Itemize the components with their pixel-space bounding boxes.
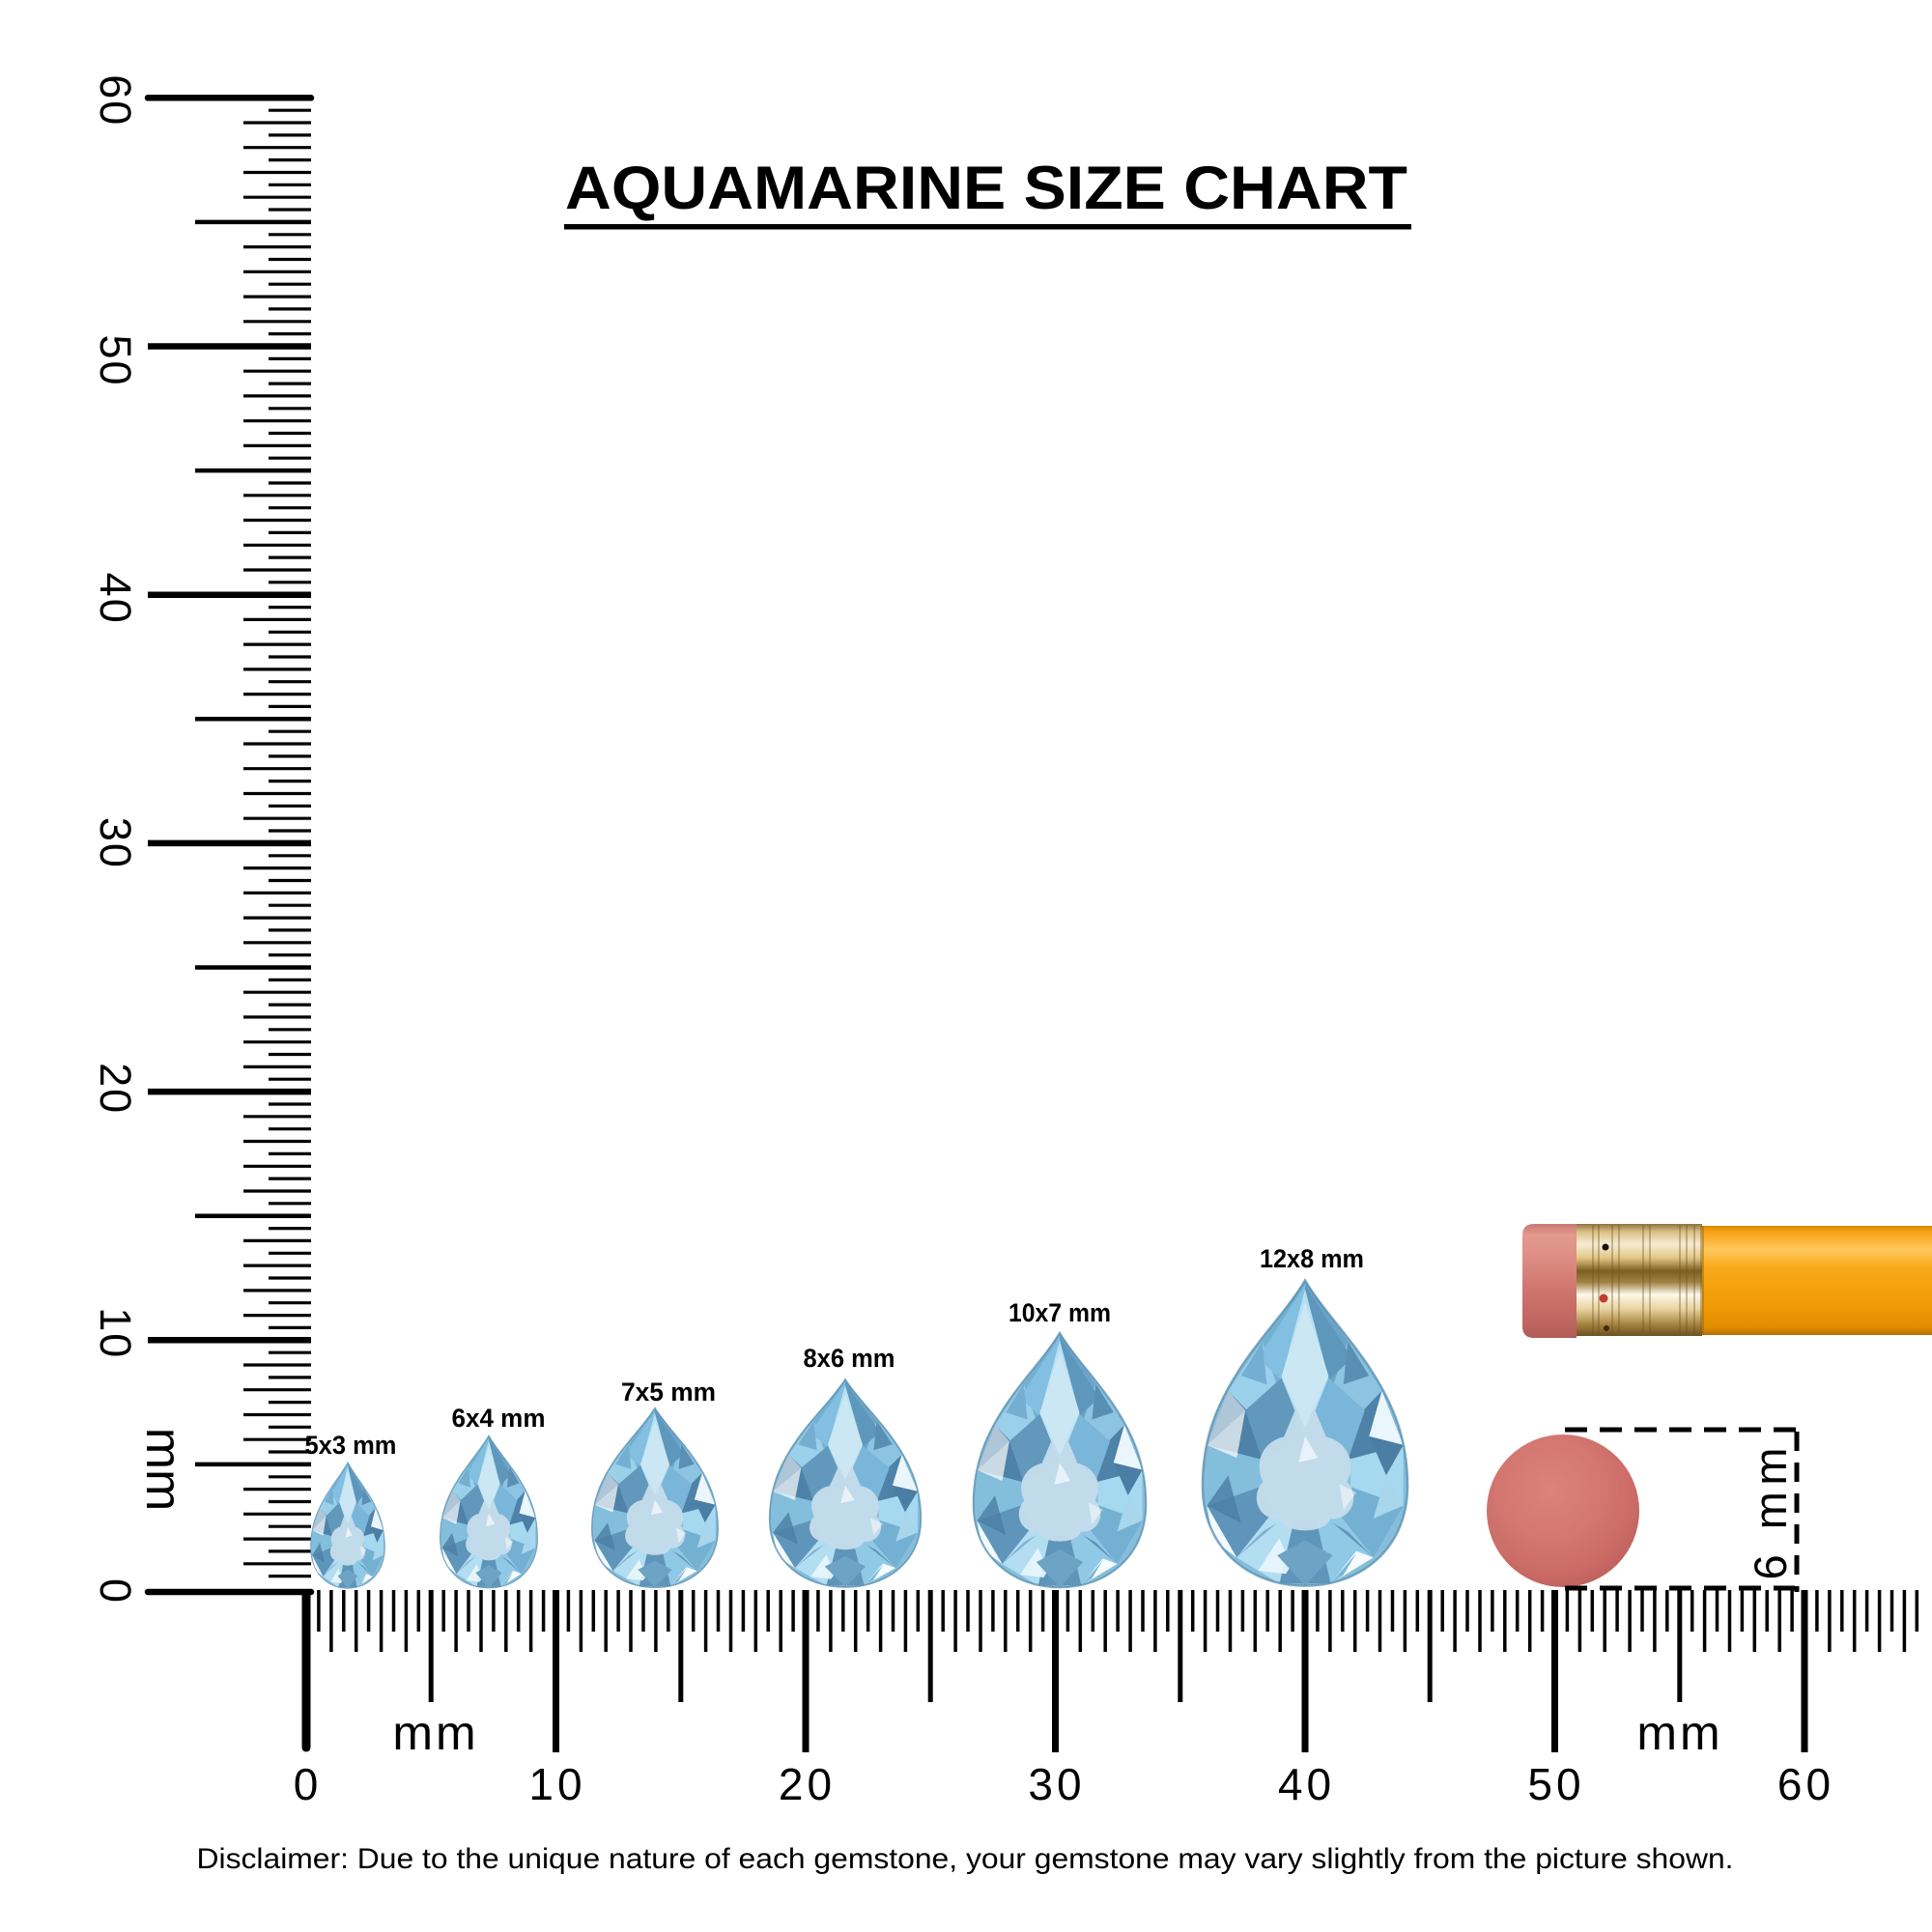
svg-text:50: 50 <box>1527 1759 1584 1809</box>
svg-text:50: 50 <box>91 334 140 386</box>
svg-text:10: 10 <box>91 1307 140 1359</box>
svg-text:20: 20 <box>91 1063 140 1115</box>
svg-text:12x8 mm: 12x8 mm <box>1260 1244 1364 1273</box>
svg-text:6 mm: 6 mm <box>1745 1448 1796 1580</box>
svg-text:8x6 mm: 8x6 mm <box>804 1344 895 1373</box>
svg-text:0: 0 <box>294 1759 323 1809</box>
svg-text:Disclaimer: Due to the unique: Disclaimer: Due to the unique nature of … <box>197 1843 1734 1875</box>
svg-text:0: 0 <box>91 1578 140 1603</box>
svg-text:10x7 mm: 10x7 mm <box>1009 1298 1111 1327</box>
svg-text:20: 20 <box>779 1759 836 1809</box>
svg-text:60: 60 <box>91 74 140 127</box>
svg-text:10: 10 <box>528 1759 585 1809</box>
svg-text:30: 30 <box>1028 1759 1085 1809</box>
svg-text:40: 40 <box>1278 1759 1335 1809</box>
svg-text:30: 30 <box>91 817 140 869</box>
svg-text:AQUAMARINE SIZE CHART: AQUAMARINE SIZE CHART <box>565 155 1407 222</box>
svg-text:6x4 mm: 6x4 mm <box>452 1404 546 1433</box>
svg-text:40: 40 <box>91 573 140 625</box>
svg-text:mm: mm <box>135 1428 191 1512</box>
svg-text:7x5 mm: 7x5 mm <box>621 1378 716 1406</box>
svg-text:5x3 mm: 5x3 mm <box>305 1431 397 1460</box>
svg-text:mm: mm <box>1636 1706 1722 1760</box>
svg-text:mm: mm <box>392 1706 478 1760</box>
svg-text:60: 60 <box>1777 1759 1834 1809</box>
